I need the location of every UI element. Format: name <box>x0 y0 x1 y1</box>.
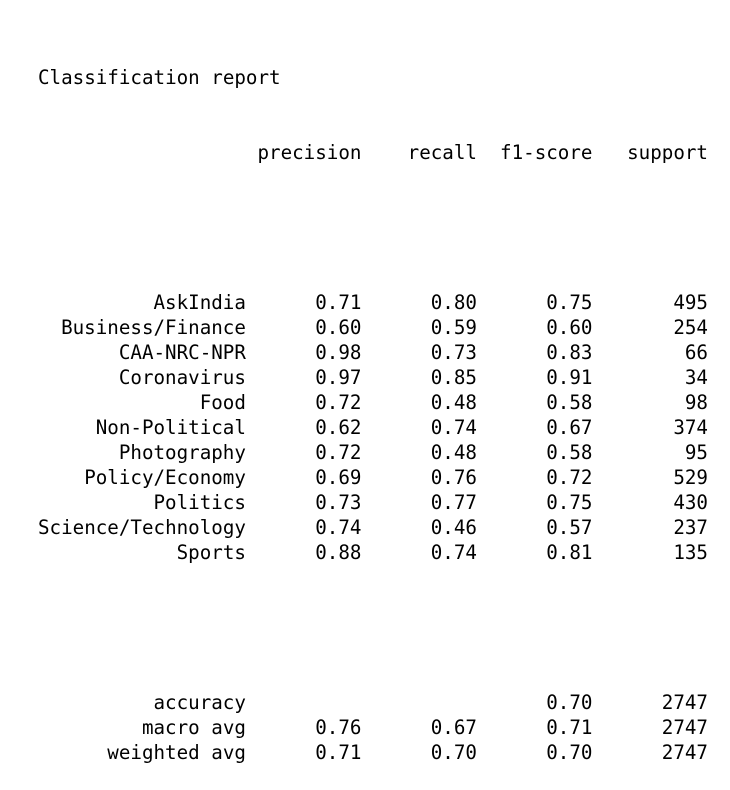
precision-value: 0.98 <box>315 341 362 364</box>
row-label: weighted avg <box>107 741 246 764</box>
row-label: Sports <box>176 541 246 564</box>
row-label: Food <box>199 391 246 414</box>
f1-score-value: 0.58 <box>546 441 593 464</box>
recall-value: 0.46 <box>430 516 477 539</box>
f1-score-value: 0.72 <box>546 466 593 489</box>
precision-value: 0.62 <box>315 416 362 439</box>
recall-value: 0.48 <box>430 441 477 464</box>
support-value: 98 <box>684 391 708 414</box>
class-row: Non-Political 0.62 0.74 0.67 374 <box>38 415 708 440</box>
precision-value: 0.88 <box>315 541 362 564</box>
precision-value: 0.71 <box>315 291 362 314</box>
support-value: 495 <box>673 291 708 314</box>
row-label: Policy/Economy <box>84 466 246 489</box>
class-row: Policy/Economy 0.69 0.76 0.72 529 <box>38 465 708 490</box>
support-value: 529 <box>673 466 708 489</box>
row-label: macro avg <box>141 716 246 739</box>
row-label: Science/Technology <box>38 516 246 539</box>
support-value: 66 <box>684 341 708 364</box>
f1-score-value: 0.83 <box>546 341 593 364</box>
recall-value: 0.74 <box>430 416 477 439</box>
support-header: support <box>627 141 708 164</box>
support-value: 237 <box>673 516 708 539</box>
support-value: 254 <box>673 316 708 339</box>
precision-value: 0.71 <box>315 741 362 764</box>
row-label: Photography <box>118 441 246 464</box>
class-row: Politics 0.73 0.77 0.75 430 <box>38 490 708 515</box>
precision-value: 0.73 <box>315 491 362 514</box>
recall-value: 0.48 <box>430 391 477 414</box>
recall-header: recall <box>407 141 477 164</box>
class-row: Science/Technology 0.74 0.46 0.57 237 <box>38 515 708 540</box>
row-label: Business/Finance <box>61 316 246 339</box>
class-row: CAA-NRC-NPR 0.98 0.73 0.83 66 <box>38 340 708 365</box>
row-label: Politics <box>153 491 246 514</box>
summary-row: weighted avg 0.71 0.70 0.70 2747 <box>38 740 708 765</box>
support-value: 95 <box>684 441 708 464</box>
recall-value: 0.73 <box>430 341 477 364</box>
report-title: Classification report <box>38 66 281 89</box>
summary-row: accuracy 0.70 2747 <box>38 690 708 715</box>
row-label: Coronavirus <box>118 366 246 389</box>
recall-value: 0.77 <box>430 491 477 514</box>
f1-score-value: 0.57 <box>546 516 593 539</box>
f1-score-value: 0.70 <box>546 691 593 714</box>
recall-value: 0.67 <box>430 716 477 739</box>
f1-score-value: 0.75 <box>546 291 593 314</box>
recall-value: 0.70 <box>430 741 477 764</box>
support-value: 430 <box>673 491 708 514</box>
support-value: 34 <box>684 366 708 389</box>
f1-score-value: 0.71 <box>546 716 593 739</box>
row-label: CAA-NRC-NPR <box>118 341 246 364</box>
precision-value: 0.74 <box>315 516 362 539</box>
row-label: Non-Political <box>95 416 246 439</box>
f1-score-header: f1-score <box>500 141 593 164</box>
summary-rows: accuracy 0.70 2747 macro avg 0.76 0.67 0.71 274… <box>38 690 708 765</box>
class-row: Sports 0.88 0.74 0.81 135 <box>38 540 708 565</box>
support-value: 2747 <box>661 741 708 764</box>
f1-score-value: 0.70 <box>546 741 593 764</box>
support-value: 135 <box>673 541 708 564</box>
recall-value: 0.59 <box>430 316 477 339</box>
blank-line <box>38 615 708 640</box>
precision-value: 0.76 <box>315 716 362 739</box>
support-value: 2747 <box>661 691 708 714</box>
precision-value: 0.69 <box>315 466 362 489</box>
recall-value: 0.85 <box>430 366 477 389</box>
summary-row: macro avg 0.76 0.67 0.71 2747 <box>38 715 708 740</box>
class-row: Coronavirus 0.97 0.85 0.91 34 <box>38 365 708 390</box>
row-label: AskIndia <box>153 291 246 314</box>
precision-header: precision <box>257 141 362 164</box>
classification-report: Classification report precision recall f1-… <box>38 15 708 790</box>
recall-value: 0.76 <box>430 466 477 489</box>
f1-score-value: 0.58 <box>546 391 593 414</box>
row-label: accuracy <box>153 691 246 714</box>
report-header-row: precision recall f1-score support <box>38 140 708 165</box>
blank-line <box>38 215 708 240</box>
support-value: 374 <box>673 416 708 439</box>
f1-score-value: 0.67 <box>546 416 593 439</box>
class-row: Business/Finance 0.60 0.59 0.60 254 <box>38 315 708 340</box>
precision-value: 0.97 <box>315 366 362 389</box>
f1-score-value: 0.60 <box>546 316 593 339</box>
support-value: 2747 <box>661 716 708 739</box>
f1-score-value: 0.81 <box>546 541 593 564</box>
class-row: Food 0.72 0.48 0.58 98 <box>38 390 708 415</box>
f1-score-value: 0.91 <box>546 366 593 389</box>
class-row: Photography 0.72 0.48 0.58 95 <box>38 440 708 465</box>
class-rows: AskIndia 0.71 0.80 0.75 495 Business/Finance 0… <box>38 290 708 565</box>
recall-value: 0.74 <box>430 541 477 564</box>
precision-value: 0.72 <box>315 391 362 414</box>
precision-value: 0.60 <box>315 316 362 339</box>
recall-value: 0.80 <box>430 291 477 314</box>
class-row: AskIndia 0.71 0.80 0.75 495 <box>38 290 708 315</box>
precision-value: 0.72 <box>315 441 362 464</box>
f1-score-value: 0.75 <box>546 491 593 514</box>
